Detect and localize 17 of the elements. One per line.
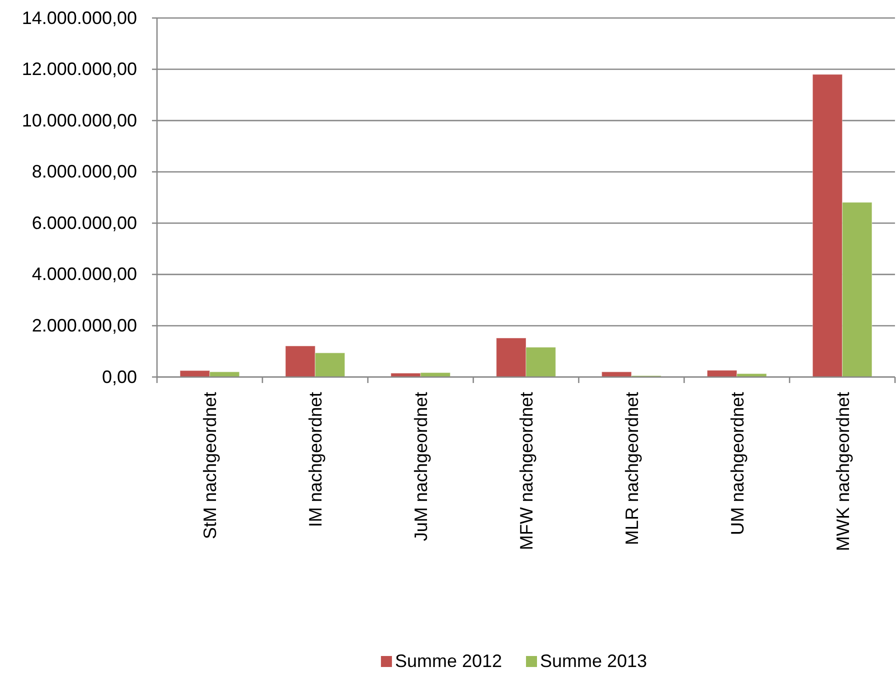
x-tick-label: MLR nachgeordnet (622, 392, 642, 546)
x-tick-label: MFW nachgeordnet (516, 392, 536, 550)
y-tick-label: 6.000.000,00 (32, 212, 137, 233)
y-tick-label: 10.000.000,00 (22, 110, 137, 130)
x-tick-label: StM nachgeordnet (200, 392, 220, 540)
x-tick-label: MWK nachgeordnet (832, 392, 853, 552)
y-tick-label: 14.000.000,00 (22, 8, 137, 28)
y-tick-label: 2.000.000,00 (32, 315, 137, 336)
y-tick-label: 12.000.000,00 (22, 59, 137, 80)
legend-label: Summe 2013 (540, 651, 648, 671)
x-tick-label: JuM nachgeordnet (411, 392, 432, 542)
x-tick-label: IM nachgeordnet (306, 392, 326, 528)
y-tick-label: 8.000.000,00 (32, 162, 137, 182)
y-tick-label: 4.000.000,00 (32, 264, 137, 284)
x-tick-label: UM nachgeordnet (727, 392, 748, 536)
y-tick-label: 0,00 (102, 366, 137, 387)
legend-label: Summe 2012 (394, 651, 502, 671)
